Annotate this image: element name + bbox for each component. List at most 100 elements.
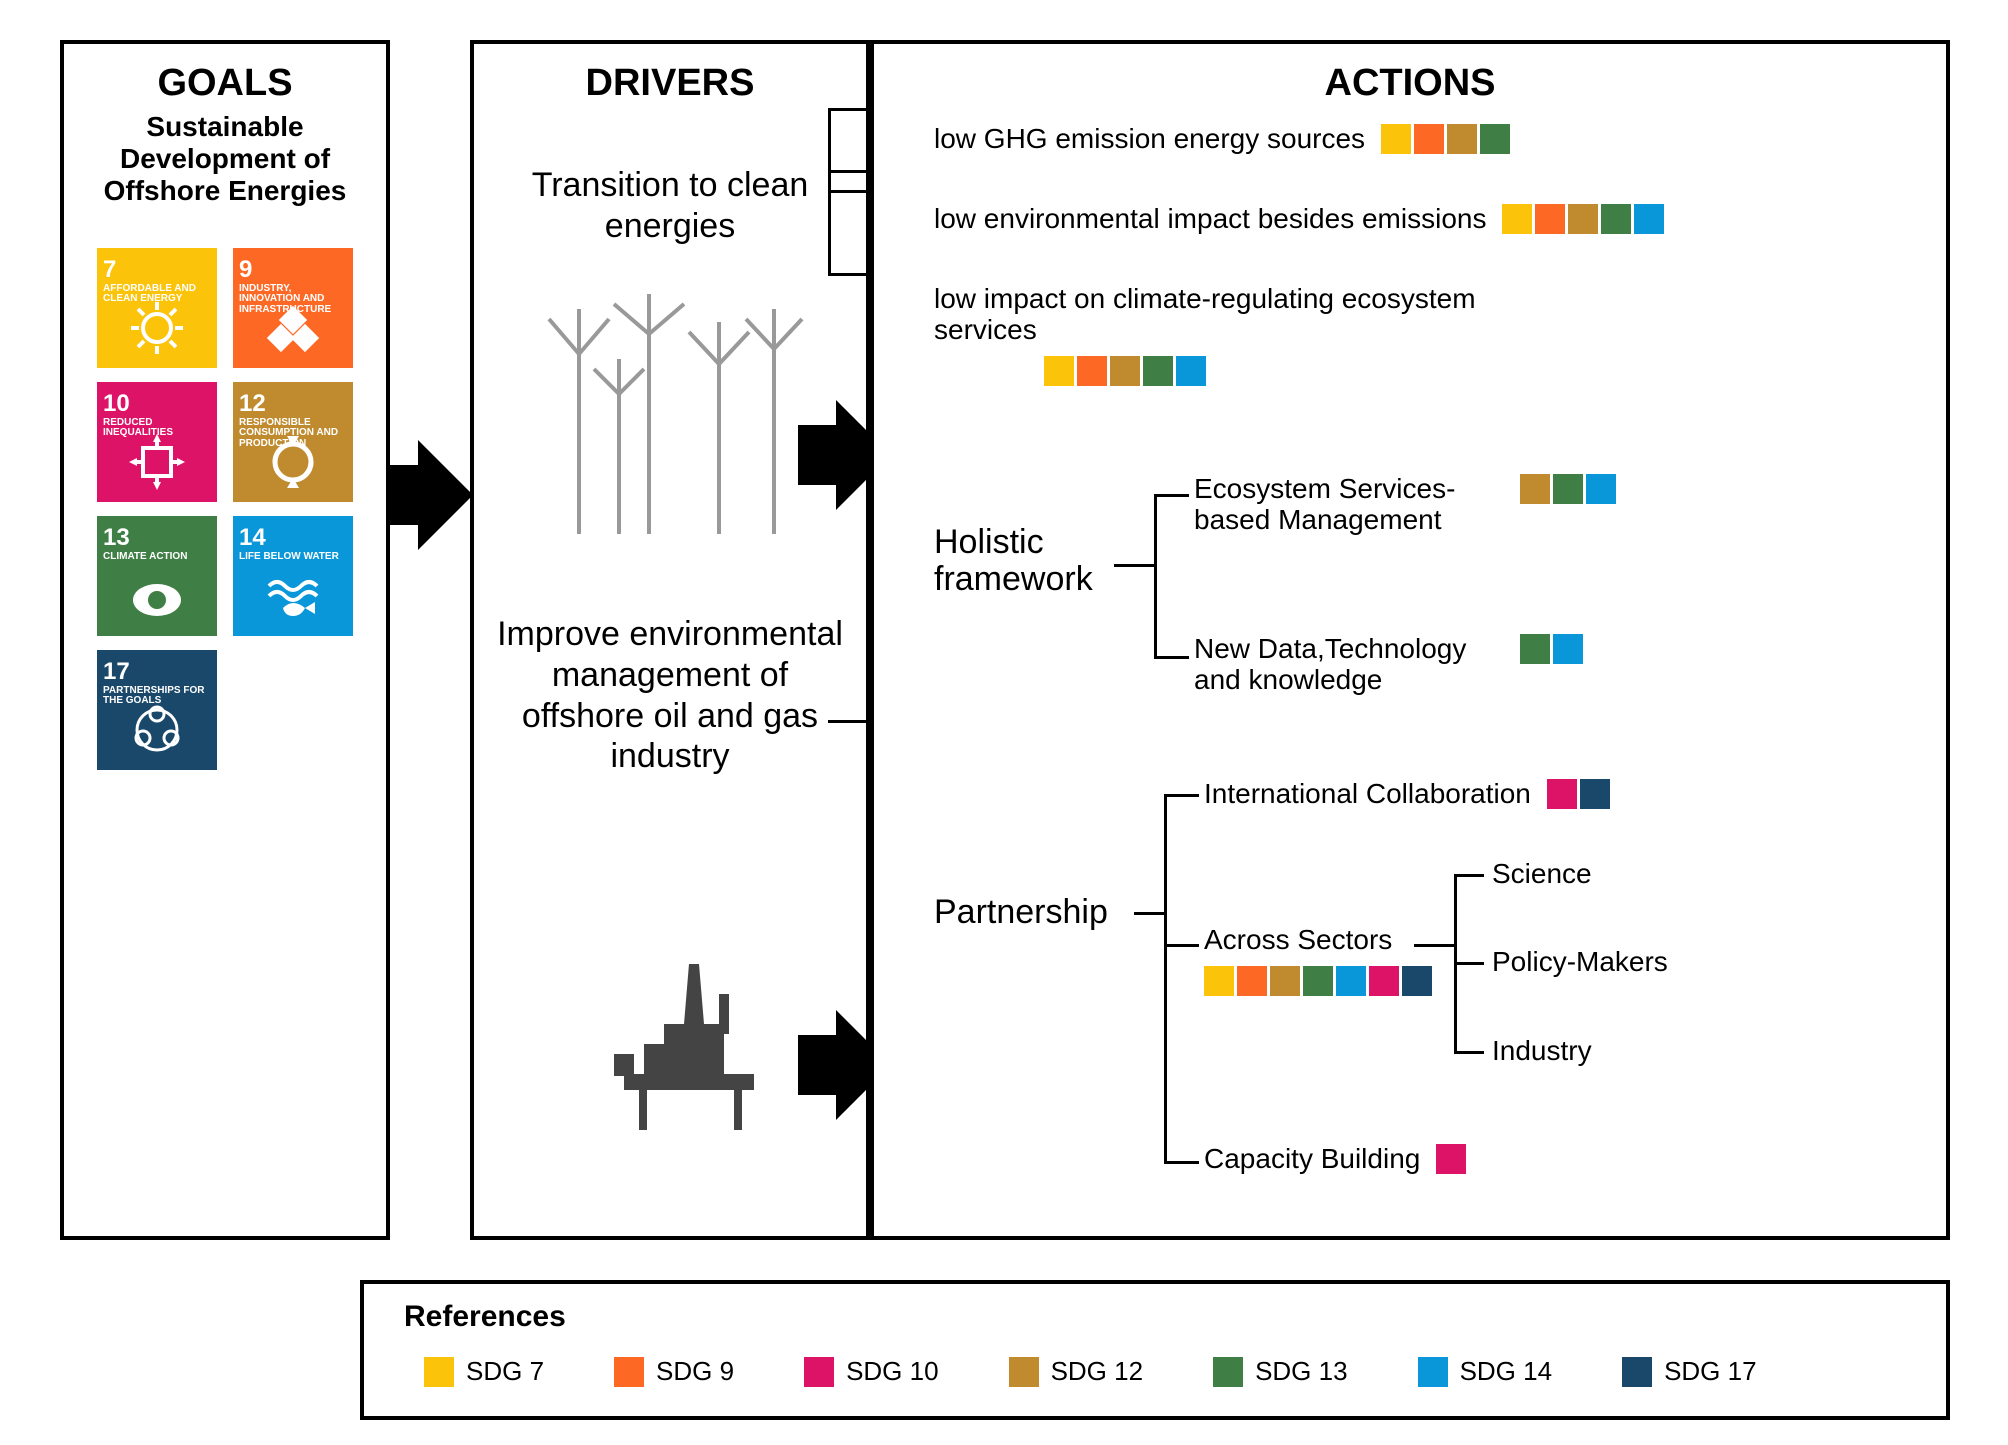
sdg-label: LIFE BELOW WATER [239, 552, 347, 563]
sdg-swatch [1077, 356, 1107, 386]
ref-item: SDG 12 [1009, 1356, 1144, 1387]
ref-item: SDG 13 [1213, 1356, 1348, 1387]
sdg-swatch [1622, 1357, 1652, 1387]
sdg-swatch [1110, 356, 1140, 386]
partnership-1-swatches [1547, 779, 1610, 809]
sdg-num: 17 [103, 658, 130, 685]
references-row: SDG 7 SDG 9 SDG 10 SDG 12 SDG 13 SDG 14 SDG 17 [424, 1356, 1946, 1387]
driver-1-text: Transition to clean energies [494, 165, 846, 247]
connector [1454, 1051, 1484, 1054]
sdg-tile-grid: 7 AFFORDABLE AND CLEAN ENERGY9 INDUSTRY,… [64, 248, 386, 770]
sdg-swatch [1447, 124, 1477, 154]
sdg-swatch [1176, 356, 1206, 386]
sdg-num: 13 [103, 524, 130, 551]
sdg-tile-13: 13 CLIMATE ACTION [97, 516, 217, 636]
sdg-icon [233, 298, 353, 358]
sdg-swatch [1502, 204, 1532, 234]
partnership-1-text: International Collaboration [1204, 779, 1531, 810]
action-2-swatches [1502, 204, 1664, 234]
sdg-icon [97, 700, 217, 760]
sdg-swatch [1414, 124, 1444, 154]
action-1-text: low GHG emission energy sources [934, 124, 1365, 155]
action-3-text: low impact on climate-regulating ecosyst… [934, 284, 1554, 346]
connector [1414, 944, 1454, 947]
ref-item: SDG 17 [1622, 1356, 1757, 1387]
connector [1164, 1161, 1199, 1164]
connector [828, 170, 870, 173]
partnership-3-swatches [1436, 1144, 1466, 1174]
action-1: low GHG emission energy sources [934, 124, 1510, 155]
sdg-swatch [1303, 966, 1333, 996]
goals-title: GOALS [64, 62, 386, 105]
sdg-icon [233, 432, 353, 492]
sdg-swatch [1568, 204, 1598, 234]
sdg-swatch [1381, 124, 1411, 154]
sdg-swatch [1418, 1357, 1448, 1387]
connector [1134, 912, 1164, 915]
sdg-swatch [1480, 124, 1510, 154]
action-2-text: low environmental impact besides emissio… [934, 204, 1486, 235]
sdg-swatch [1143, 356, 1173, 386]
sdg-tile-7: 7 AFFORDABLE AND CLEAN ENERGY [97, 248, 217, 368]
ref-item: SDG 10 [804, 1356, 939, 1387]
sdg-icon [97, 432, 217, 492]
sdg-swatch [1213, 1357, 1243, 1387]
connector [1114, 564, 1154, 567]
sdg-swatch [1580, 779, 1610, 809]
sdg-swatch [1553, 474, 1583, 504]
sdg-swatch [1535, 204, 1565, 234]
connector [1454, 962, 1484, 965]
sdg-label: CLIMATE ACTION [103, 552, 211, 563]
sdg-num: 10 [103, 390, 130, 417]
connector [1164, 794, 1199, 797]
sdg-swatch [1634, 204, 1664, 234]
ref-label: SDG 14 [1460, 1356, 1553, 1387]
sdg-swatch [1436, 1144, 1466, 1174]
sdg-swatch [804, 1357, 834, 1387]
connector [1164, 794, 1167, 1164]
part2-child-b: Policy-Makers [1492, 947, 1668, 978]
sdg-swatch [1270, 966, 1300, 996]
goals-panel: GOALS Sustainable Development of Offshor… [60, 40, 390, 1240]
sdg-num: 9 [239, 256, 252, 283]
drivers-title: DRIVERS [474, 62, 866, 105]
sdg-swatch [1009, 1357, 1039, 1387]
sdg-swatch [614, 1357, 644, 1387]
partnership-3: Capacity Building [1204, 1144, 1466, 1175]
ref-label: SDG 9 [656, 1356, 734, 1387]
ref-label: SDG 13 [1255, 1356, 1348, 1387]
partnership-label: Partnership [934, 894, 1108, 931]
sdg-swatch [1336, 966, 1366, 996]
connector [1154, 656, 1189, 659]
partnership-1: International Collaboration [1204, 779, 1610, 810]
sdg-num: 14 [239, 524, 266, 551]
holistic-2-swatches [1520, 634, 1583, 664]
actions-title: ACTIONS [874, 62, 1946, 105]
sdg-tile-14: 14 LIFE BELOW WATER [233, 516, 353, 636]
sdg-swatch [1204, 966, 1234, 996]
sdg-swatch [1547, 779, 1577, 809]
connector [1164, 944, 1199, 947]
sdg-swatch [1369, 966, 1399, 996]
holistic-2-text: New Data,Technology and knowledge [1194, 634, 1504, 696]
sdg-swatch [1044, 356, 1074, 386]
ref-label: SDG 17 [1664, 1356, 1757, 1387]
partnership-2-swatches [1204, 966, 1432, 996]
oil-rig-icon [594, 954, 784, 1144]
ref-item: SDG 7 [424, 1356, 544, 1387]
sdg-swatch [1586, 474, 1616, 504]
part2-child-a: Science [1492, 859, 1592, 890]
sdg-tile-9: 9 INDUSTRY, INNOVATION AND INFRASTRUCTUR… [233, 248, 353, 368]
ref-label: SDG 7 [466, 1356, 544, 1387]
sdg-tile-17: 17 PARTNERSHIPS FOR THE GOALS [97, 650, 217, 770]
sdg-swatch [1601, 204, 1631, 234]
partnership-2: Across Sectors [1204, 924, 1432, 996]
action-3: low impact on climate-regulating ecosyst… [934, 284, 1634, 386]
sdg-icon [97, 298, 217, 358]
connector [828, 720, 870, 723]
sdg-icon [233, 566, 353, 626]
partnership-2-text: Across Sectors [1204, 924, 1392, 955]
goals-subtitle: Sustainable Development of Offshore Ener… [64, 111, 386, 208]
connector [1154, 494, 1189, 497]
ref-label: SDG 10 [846, 1356, 939, 1387]
